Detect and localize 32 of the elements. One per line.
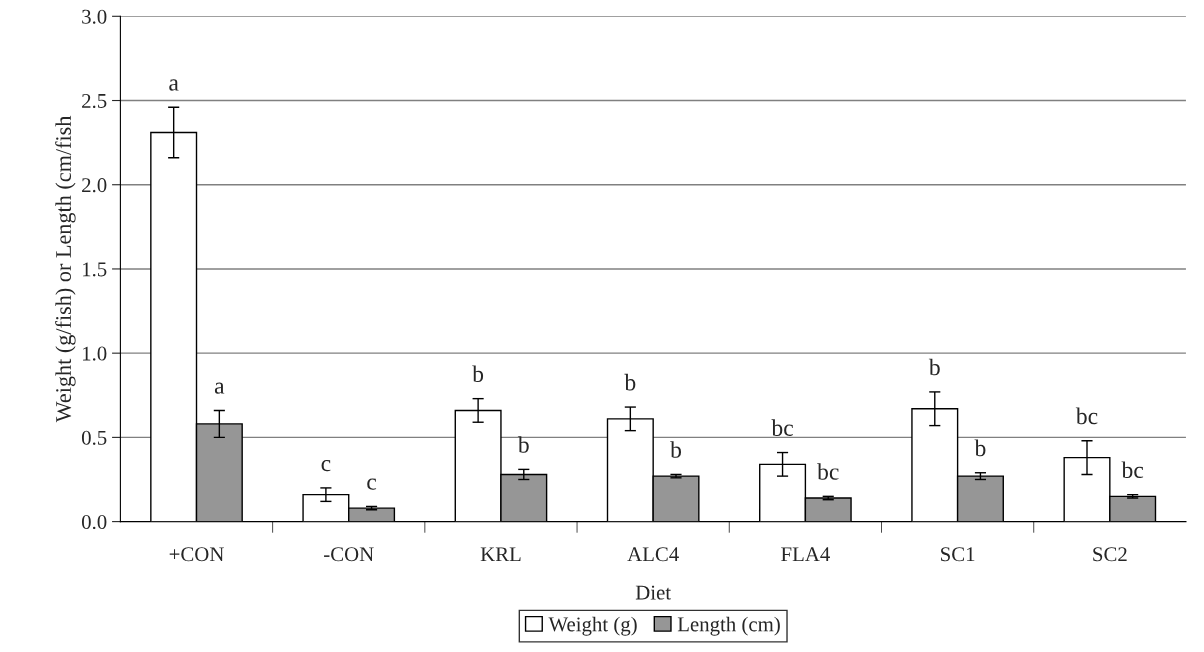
data-label: bc xyxy=(1121,461,1144,479)
data-label: b xyxy=(624,373,636,391)
data-label: b xyxy=(670,441,682,458)
data-label: bc xyxy=(1075,407,1098,425)
x-tick-label: ALC4 xyxy=(627,547,679,562)
data-label: c xyxy=(367,478,377,490)
data-label: bc xyxy=(771,419,793,436)
y-tick-label: 3.0 xyxy=(82,9,107,24)
y-tick-label: 2.0 xyxy=(82,178,107,193)
data-label: bc xyxy=(817,463,839,480)
data-label: b xyxy=(517,436,529,453)
x-axis-title: Diet xyxy=(635,585,671,600)
data-label: b xyxy=(472,365,484,383)
y-tick-label: 2.5 xyxy=(82,93,107,109)
legend-label: Length (cm) xyxy=(677,616,780,636)
y-tick-label: 1.5 xyxy=(83,262,107,277)
data-label: c xyxy=(321,459,331,472)
y-tick-label: 0.5 xyxy=(81,430,107,445)
x-tick-label: KRL xyxy=(480,547,521,562)
data-label: b xyxy=(974,439,986,457)
y-tick-label: 0.0 xyxy=(81,514,107,530)
data-label: a xyxy=(214,382,225,394)
y-tick-label: 1.0 xyxy=(83,346,107,361)
x-tick-label: SC2 xyxy=(1093,547,1127,562)
data-label: b xyxy=(928,358,940,376)
x-tick-label: -CON xyxy=(324,547,374,562)
x-tick-label: SC1 xyxy=(941,547,975,562)
y-axis-title: Weight (g/fish) or Length (cm/fish xyxy=(55,115,76,423)
data-label: a xyxy=(169,79,179,91)
x-tick-label: +CON xyxy=(169,547,224,562)
x-tick-label: FLA4 xyxy=(781,547,830,562)
legend-label: Weight (g) xyxy=(548,616,637,636)
